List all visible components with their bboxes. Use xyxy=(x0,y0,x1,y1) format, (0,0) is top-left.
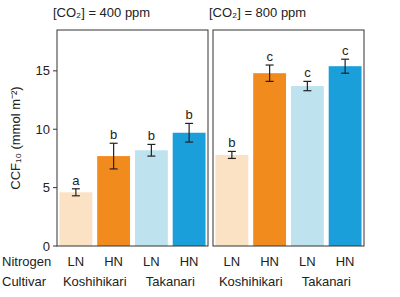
error-line xyxy=(189,123,190,142)
error-cap xyxy=(72,195,80,196)
chart: [CO₂] = 400 ppm a b b b 0 5 10 15 CCF₁₀ (mmol m⁻²… xyxy=(0,0,400,297)
panel-title: [CO₂] = 400 ppm xyxy=(53,5,150,20)
bars xyxy=(215,59,361,246)
error-line xyxy=(113,143,114,169)
error-cap xyxy=(185,141,193,142)
significance-letter: a xyxy=(72,173,80,188)
error-bar xyxy=(185,123,193,142)
y-axis-label: CCF₁₀ (mmol m⁻²) xyxy=(8,86,23,189)
group-label: Takanari xyxy=(302,274,351,289)
group-axis-label: Cultivar xyxy=(2,274,47,289)
error-cap xyxy=(266,64,274,65)
error-cap xyxy=(147,144,155,145)
significance-letter: b xyxy=(110,127,117,142)
x-axis-label: Nitrogen xyxy=(2,254,51,269)
y-tick xyxy=(53,70,57,71)
bar xyxy=(173,133,206,246)
error-bar xyxy=(147,144,155,156)
y-tick-label: 10 xyxy=(36,122,50,137)
x-tick-label: LN xyxy=(224,254,241,269)
significance-letter: b xyxy=(148,128,155,143)
error-cap xyxy=(110,143,118,144)
bar xyxy=(97,156,130,246)
error-cap xyxy=(228,158,236,159)
bars xyxy=(59,123,205,246)
error-line xyxy=(231,151,232,158)
error-cap xyxy=(185,123,193,124)
error-cap xyxy=(72,188,80,189)
bar xyxy=(135,150,168,246)
y-tick-label: 5 xyxy=(43,180,50,195)
y-tick-label: 15 xyxy=(36,63,50,78)
error-cap xyxy=(110,168,118,169)
error-cap xyxy=(266,81,274,82)
error-bar xyxy=(72,189,80,196)
error-cap xyxy=(303,90,311,91)
error-cap xyxy=(303,81,311,82)
significance-letter: c xyxy=(304,65,311,80)
panel-title: [CO₂] = 800 ppm xyxy=(209,5,306,20)
significance-letter: b xyxy=(186,107,193,122)
significance-letter: c xyxy=(266,49,273,64)
x-tick-label: LN xyxy=(143,254,160,269)
error-bar xyxy=(303,81,311,90)
y-tick xyxy=(53,187,57,188)
error-line xyxy=(151,144,152,156)
plot-frame xyxy=(57,30,208,246)
bar xyxy=(291,86,324,246)
error-bar xyxy=(110,143,118,169)
x-tick-label: HN xyxy=(260,254,279,269)
x-tick-label: HN xyxy=(180,254,199,269)
bar xyxy=(59,192,92,246)
error-line xyxy=(269,65,270,81)
bar xyxy=(329,66,362,246)
y-tick xyxy=(53,246,57,247)
bar xyxy=(215,155,248,246)
error-bar xyxy=(341,59,349,73)
x-tick-label: HN xyxy=(336,254,355,269)
x-tick-label: HN xyxy=(104,254,123,269)
x-tick-label: LN xyxy=(68,254,85,269)
group-label: Koshihikari xyxy=(219,274,283,289)
error-bar xyxy=(266,65,274,81)
error-line xyxy=(345,59,346,73)
y-tick xyxy=(53,129,57,130)
x-tick-label: LN xyxy=(299,254,316,269)
plot-frame xyxy=(213,30,364,246)
error-bar xyxy=(228,151,236,158)
error-cap xyxy=(147,155,155,156)
group-label: Takanari xyxy=(146,274,195,289)
y-tick-label: 0 xyxy=(43,239,50,254)
error-cap xyxy=(228,151,236,152)
error-cap xyxy=(341,59,349,60)
error-line xyxy=(75,189,76,196)
significance-letter: b xyxy=(228,135,235,150)
significance-letter: c xyxy=(342,43,349,58)
bar xyxy=(253,73,286,246)
group-label: Koshihikari xyxy=(63,274,127,289)
error-cap xyxy=(341,73,349,74)
error-line xyxy=(307,81,308,90)
